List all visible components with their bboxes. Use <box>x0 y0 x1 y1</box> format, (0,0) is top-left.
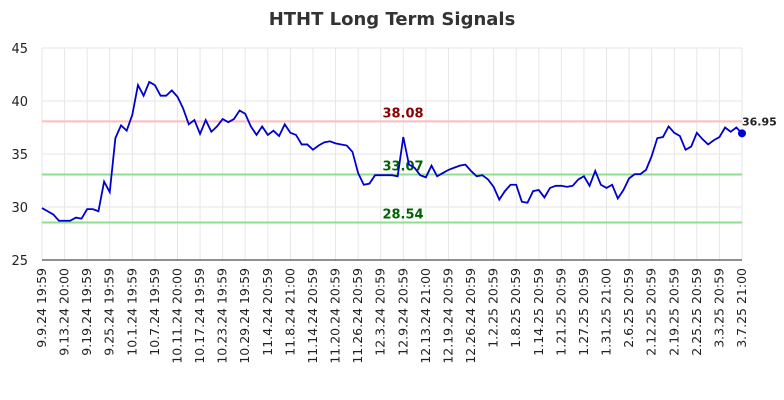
x-tick-label: 10.7.24 19:59 <box>147 268 162 356</box>
x-tick-label: 11.4.24 20:59 <box>260 268 275 356</box>
x-tick-label: 12.9.24 20:59 <box>395 268 410 356</box>
x-tick-label: 9.13.24 20:00 <box>57 268 72 356</box>
last-value-label: 36.95 <box>742 115 777 128</box>
x-tick-label: 3.3.25 20:59 <box>711 268 726 348</box>
x-tick-label: 11.26.24 20:59 <box>350 268 365 364</box>
x-tick-label: 12.13.24 21:00 <box>418 268 433 364</box>
y-tick-label: 30 <box>11 201 28 216</box>
x-tick-label: 1.27.25 20:59 <box>576 268 591 356</box>
x-tick-label: 1.14.25 20:59 <box>531 268 546 356</box>
y-tick-label: 40 <box>11 95 28 110</box>
x-tick-label: 9.25.24 19:59 <box>102 268 117 356</box>
x-tick-label: 10.11.24 20:00 <box>169 268 184 364</box>
x-tick-label: 1.21.25 20:59 <box>553 268 568 356</box>
x-tick-label: 11.8.24 21:00 <box>282 268 297 356</box>
x-tick-label: 10.17.24 19:59 <box>192 268 207 364</box>
y-tick-label: 35 <box>11 148 28 163</box>
x-tick-label: 9.9.24 19:59 <box>34 268 49 348</box>
x-tick-label: 2.6.25 20:59 <box>621 268 636 348</box>
x-tick-label: 10.1.24 19:59 <box>124 268 139 356</box>
last-point <box>738 129 746 138</box>
x-tick-label: 12.3.24 20:59 <box>373 268 388 356</box>
x-tick-label: 2.19.25 20:59 <box>666 268 681 356</box>
x-tick-label: 1.8.25 20:59 <box>508 268 523 348</box>
x-tick-label: 3.7.25 21:00 <box>734 268 749 348</box>
reference-label: 28.54 <box>382 207 423 222</box>
x-tick-label: 12.26.24 20:59 <box>463 268 478 364</box>
x-tick-label: 2.12.25 20:59 <box>644 268 659 356</box>
x-tick-label: 12.19.24 20:59 <box>440 268 455 364</box>
x-tick-label: 11.14.24 20:59 <box>305 268 320 364</box>
x-tick-label: 9.19.24 19:59 <box>79 268 94 356</box>
x-tick-label: 2.25.25 20:59 <box>689 268 704 356</box>
x-tick-label: 11.20.24 20:59 <box>328 268 343 364</box>
reference-label: 33.07 <box>382 159 423 174</box>
x-tick-label: 10.23.24 19:59 <box>215 268 230 364</box>
reference-label: 38.08 <box>382 106 423 121</box>
series-line <box>41 80 743 222</box>
x-tick-label: 10.29.24 19:59 <box>237 268 252 364</box>
x-tick-label: 1.31.25 21:00 <box>599 268 614 356</box>
x-tick-label: 1.2.25 20:59 <box>486 268 501 348</box>
chart-title: HTHT Long Term Signals <box>269 9 516 30</box>
y-tick-label: 45 <box>11 42 28 57</box>
y-tick-label: 25 <box>11 254 28 269</box>
